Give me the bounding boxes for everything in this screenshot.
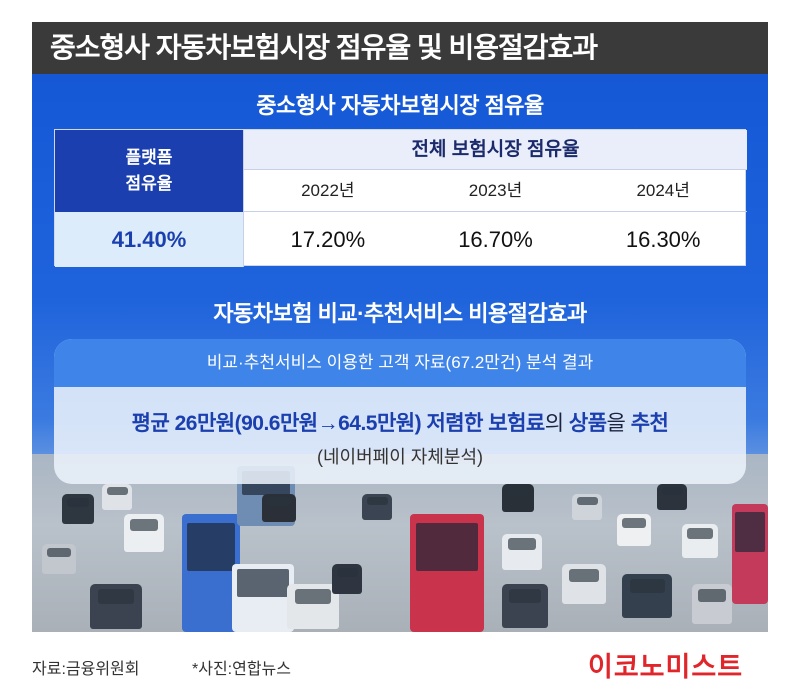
year-2023: 2023년 <box>468 181 523 200</box>
photo-credit: *사진:연합뉴스 <box>192 661 291 678</box>
year-header-row: 2022년 2023년 2024년 <box>243 170 747 212</box>
infographic-panel: 중소형사 자동차보험시장 점유율 플랫폼 점유율 전체 보험시장 점유율 202… <box>32 74 768 632</box>
whole-market-header: 전체 보험시장 점유율 <box>243 130 747 170</box>
brand-logo: 이코노미스트 <box>588 652 744 682</box>
source-credit: 자료:금융위원회 <box>32 661 140 678</box>
main-text-part5: 추천 <box>625 412 669 435</box>
infographic-title: 중소형사 자동차보험시장 점유율 및 비용절감효과 <box>32 22 768 74</box>
market-share-heading: 중소형사 자동차보험시장 점유율 <box>256 93 544 118</box>
market-share-2022: 17.20% <box>290 227 366 252</box>
year-2022: 2022년 <box>301 181 355 200</box>
market-share-2023: 16.70% <box>458 227 533 252</box>
analysis-header: 비교·추천서비스 이용한 고객 자료(67.2만건) 분석 결과 <box>54 339 746 387</box>
platform-label-line2: 점유율 <box>125 174 173 193</box>
market-share-values: 17.20% 16.70% 16.30% <box>243 212 747 267</box>
market-share-table: 플랫폼 점유율 전체 보험시장 점유율 2022년 2023년 2024년 41… <box>54 129 747 267</box>
main-text-part3: 상품 <box>563 412 607 435</box>
analysis-main-text: 평균 26만원(90.6만원→64.5만원) 저렴한 보험료의 상품을 추천 <box>54 407 746 437</box>
main-text-part1: 평균 26만원(90.6만원→64.5만원) 저렴한 보험료 <box>131 412 546 435</box>
analysis-box: 비교·추천서비스 이용한 고객 자료(67.2만건) 분석 결과 평균 26만원… <box>54 339 746 484</box>
platform-share-value: 41.40% <box>55 212 243 267</box>
main-text-part2: 의 <box>544 412 564 435</box>
analysis-sub-text: (네이버페이 자체분석) <box>316 447 484 467</box>
cost-saving-heading: 자동차보험 비교·추천서비스 비용절감효과 <box>213 301 587 326</box>
year-2024: 2024년 <box>636 181 690 200</box>
main-text-part4: 을 <box>606 412 626 435</box>
platform-share-header: 플랫폼 점유율 <box>55 130 243 212</box>
platform-label-line1: 플랫폼 <box>125 148 173 167</box>
market-share-2024: 16.30% <box>625 227 701 252</box>
